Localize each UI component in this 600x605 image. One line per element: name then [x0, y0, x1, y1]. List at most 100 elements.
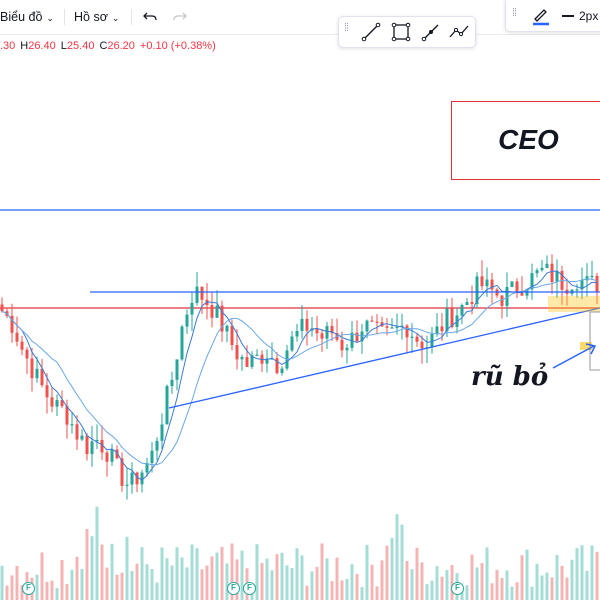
candle-body: [185, 314, 189, 327]
candle-body: [160, 424, 164, 441]
volume-bar: [305, 585, 309, 600]
candle-body: [250, 355, 254, 367]
volume-bar: [70, 569, 74, 600]
volume-bar: [395, 514, 399, 600]
line-width-button[interactable]: 2px: [562, 7, 598, 25]
candle-body: [50, 397, 54, 407]
price-tag-marker: [580, 342, 592, 350]
candle-body: [460, 305, 464, 316]
drag-handle-icon[interactable]: ⁞⁞: [512, 7, 517, 19]
trend-line-button[interactable]: [359, 20, 383, 44]
candle-body: [465, 302, 469, 306]
volume-bar: [125, 536, 129, 600]
volume-bar: [550, 577, 554, 600]
volume-bar: [420, 562, 424, 600]
volume-bar: [555, 555, 559, 600]
candle-body: [245, 357, 249, 367]
volume-bar: [310, 571, 314, 600]
volume-bar: [150, 569, 154, 600]
chart-menu-label: Biểu đồ: [0, 10, 43, 24]
rubo-annotation[interactable]: rũ bỏ: [471, 362, 549, 392]
volume-bar: [340, 580, 344, 600]
volume-bar: [445, 569, 449, 600]
volume-bar: [100, 544, 104, 600]
volume-bar: [45, 581, 49, 600]
volume-bar: [215, 552, 219, 600]
candle-body: [520, 293, 524, 296]
candle-body: [450, 308, 454, 328]
volume-bar: [300, 555, 304, 600]
candle-body: [445, 308, 449, 332]
profile-menu-label: Hồ sơ: [74, 10, 108, 24]
volume-bar: [505, 570, 509, 600]
candle-body: [85, 435, 89, 455]
undo-button[interactable]: [142, 6, 160, 28]
candle-body: [505, 286, 509, 306]
low-label: L: [60, 40, 67, 52]
rectangle-button[interactable]: [389, 20, 413, 44]
candle-body: [105, 452, 109, 462]
volume-bar: [185, 567, 189, 600]
volume-bar: [500, 577, 504, 600]
path-button[interactable]: [447, 20, 471, 44]
volume-bar: [440, 576, 444, 600]
candle-body: [535, 270, 539, 274]
volume-bar: [545, 572, 549, 600]
volume-bar: [355, 573, 359, 600]
pen-color-button[interactable]: [530, 4, 552, 26]
redo-button[interactable]: [172, 6, 190, 28]
volume-bar: [260, 563, 264, 600]
candle-body: [10, 315, 14, 333]
event-marker[interactable]: F: [227, 582, 240, 595]
ceo-label: CEO: [498, 124, 559, 155]
undo-icon: [143, 12, 157, 21]
volume-bar: [390, 537, 394, 600]
volume-bar: [265, 558, 269, 600]
ohlc-legend: .30 H26.40 L25.40 C26.20 +0.10 (+0.38%): [0, 40, 221, 54]
drag-handle-icon[interactable]: ⁞⁞: [344, 22, 349, 34]
pen-icon: [533, 9, 549, 26]
candle-body: [230, 325, 234, 346]
annotation-arrow-head: [585, 343, 597, 355]
volume-bar: [510, 586, 514, 600]
volume-bar: [495, 569, 499, 600]
candle-body: [510, 281, 514, 287]
volume-bar: [560, 565, 564, 600]
moving-average-fast: [1, 270, 598, 481]
candle-body: [430, 334, 434, 348]
profile-menu-button[interactable]: Hồ sơ ⌄: [74, 6, 119, 28]
candle-body: [530, 273, 534, 290]
ceo-annotation-box[interactable]: CEO: [451, 101, 600, 180]
open-value: .30: [0, 40, 16, 52]
candle-body: [40, 368, 44, 386]
volume-bar: [365, 544, 369, 600]
candle-body: [80, 435, 84, 440]
candle-body: [405, 325, 409, 338]
volume-bar: [465, 585, 469, 600]
event-marker[interactable]: F: [22, 582, 35, 595]
candle-body: [280, 368, 284, 374]
volume-bar: [435, 566, 439, 600]
event-marker[interactable]: F: [451, 582, 464, 595]
candle-body: [35, 368, 39, 379]
candle-body: [195, 286, 199, 303]
volume-bar: [590, 545, 594, 600]
volume-bar: [145, 564, 149, 600]
volume-bar: [360, 587, 364, 600]
candle-body: [330, 326, 334, 334]
line-style-toolbar: ⁞⁞ 2px: [505, 0, 600, 32]
ray-button[interactable]: [419, 20, 443, 44]
event-marker[interactable]: F: [243, 582, 256, 595]
volume-bar: [325, 558, 329, 600]
candle-body: [415, 336, 419, 342]
close-label: C: [99, 40, 108, 52]
chart-menu-button[interactable]: Biểu đồ ⌄: [0, 6, 54, 28]
candle-body: [420, 341, 424, 349]
volume-bar: [330, 581, 334, 600]
volume-bar: [180, 557, 184, 600]
candle-body: [30, 358, 34, 379]
volume-bar: [370, 564, 374, 600]
candle-body: [355, 332, 359, 342]
